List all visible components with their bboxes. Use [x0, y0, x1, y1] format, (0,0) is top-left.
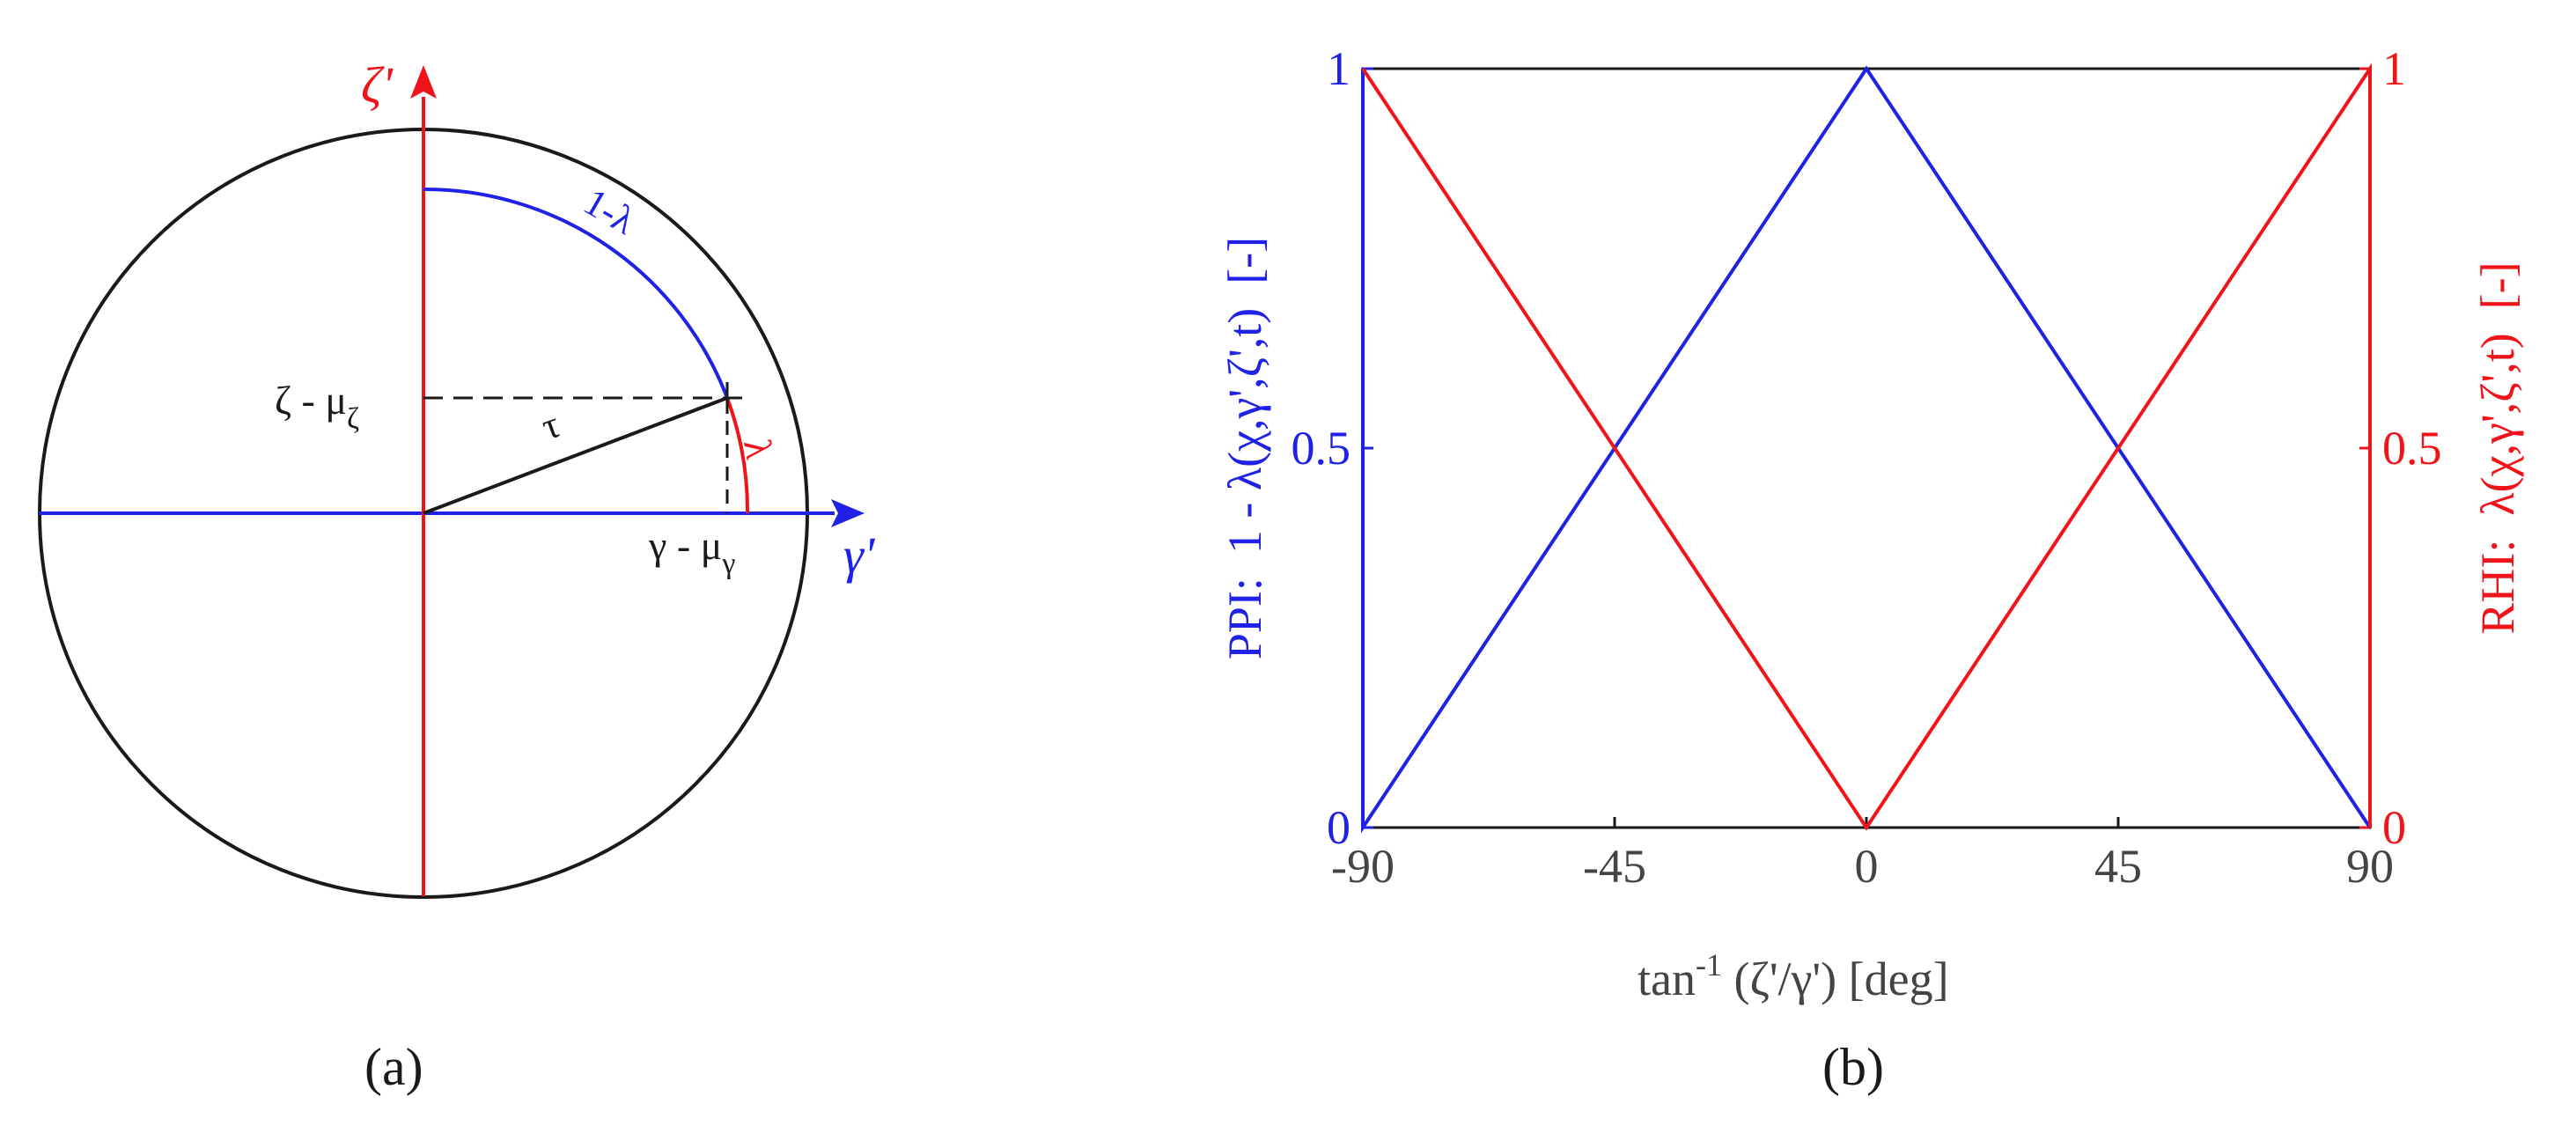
panel-a: ζ' γ' 1-λ λ τ ζ - μζ γ - μγ (a) — [38, 56, 876, 1096]
left-y-tick-label: 0.5 — [1292, 422, 1351, 475]
series-line-rhi — [1361, 63, 2372, 831]
lambda-arc — [725, 397, 750, 514]
gamma-axis-label: γ' — [843, 526, 876, 584]
x-tick-label: 90 — [2346, 840, 2394, 893]
x-tick-label: -90 — [1331, 840, 1395, 893]
zeta-axis-arrowhead — [410, 65, 437, 99]
right-y-tick-label: 1 — [2382, 42, 2406, 95]
x-tick-label: 0 — [1855, 840, 1879, 893]
one-minus-lambda-arc — [423, 187, 729, 399]
tau-line — [423, 396, 728, 515]
caption-a: (a) — [364, 1038, 423, 1096]
x-ticks: -90 -45 0 45 90 — [1331, 817, 2394, 893]
plot-frame — [1361, 67, 2372, 829]
left-y-tick-label: 1 — [1327, 42, 1351, 95]
x-axis-label: tan-1 (ζ'/γ') [deg] — [1638, 947, 1949, 1005]
zeta-axis-label: ζ' — [361, 56, 394, 114]
panel-b: -90 -45 0 45 90 00.51 00.51 tan-1 (ζ'/γ') [d… — [1218, 42, 2524, 1096]
right-y-ticks: 00.51 — [2359, 42, 2442, 854]
left-y-axis-label: PPI: 1 - λ(χ,γ',ζ',t) [-] — [1218, 237, 1271, 659]
caption-b: (b) — [1822, 1038, 1884, 1096]
tau-label: τ — [536, 402, 565, 448]
left-y-tick-label: 0 — [1327, 801, 1351, 854]
right-y-tick-label: 0.5 — [2382, 422, 2442, 475]
x-tick-label: 45 — [2094, 840, 2142, 893]
zeta-minus-mu-label: ζ - μζ — [275, 378, 359, 435]
gamma-minus-mu-label: γ - μγ — [648, 523, 735, 580]
lambda-label: λ — [735, 436, 781, 462]
right-y-tick-label: 0 — [2382, 801, 2406, 854]
series-line-ppi — [1361, 65, 2372, 834]
right-y-axis-label: RHI: λ(χ,γ',ζ',t) [-] — [2471, 261, 2524, 634]
gamma-axis-arrowhead — [831, 499, 865, 527]
series-group — [1361, 63, 2372, 834]
left-y-ticks: 00.51 — [1292, 42, 1373, 854]
x-tick-label: -45 — [1583, 840, 1646, 893]
